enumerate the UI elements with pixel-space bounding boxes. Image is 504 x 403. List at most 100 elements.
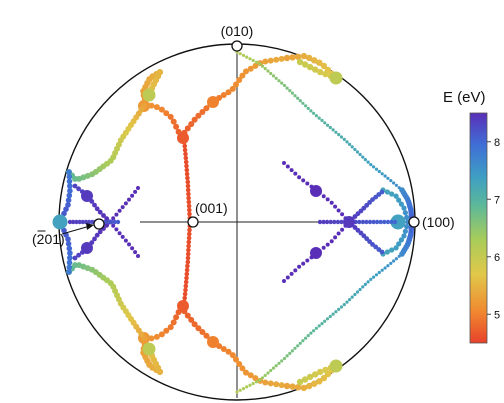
pointer-arrow <box>61 225 91 235</box>
trajectory-point <box>374 273 379 277</box>
trajectory-point <box>377 169 381 174</box>
trajectory-point <box>361 205 367 211</box>
trajectory-point <box>383 174 387 178</box>
trajectory-point <box>273 381 280 388</box>
trajectory-point <box>185 255 191 261</box>
trajectory-point <box>251 381 255 386</box>
trajectory-point <box>328 219 333 225</box>
colorbar-tick-label-8: 8 <box>494 137 500 149</box>
trajectory-point <box>348 142 352 146</box>
trajectory-point <box>320 374 328 382</box>
trajectory-point <box>247 372 254 379</box>
trajectory-point <box>321 219 326 225</box>
trajectory-point <box>74 219 79 225</box>
trajectory-point <box>304 104 308 108</box>
trajectory-point <box>97 209 103 215</box>
trajectory-point <box>184 163 189 169</box>
trajectory-point <box>389 179 393 183</box>
trajectory-point <box>389 247 395 253</box>
large-marker <box>52 214 68 230</box>
trajectory-point <box>296 378 304 386</box>
trajectory-point <box>404 224 410 230</box>
trajectory-point <box>293 346 297 350</box>
trajectory-point <box>357 219 362 225</box>
trajectory-point <box>285 275 290 280</box>
colorbar-tick-label-5: 5 <box>494 309 500 321</box>
trajectory-point <box>167 113 174 120</box>
trajectory-point <box>361 233 367 239</box>
large-marker <box>81 190 93 202</box>
trajectory-point <box>225 89 232 96</box>
trajectory-point <box>293 268 298 273</box>
trajectory-point <box>260 376 265 380</box>
colorbar-gradient <box>469 112 488 344</box>
trajectory-point <box>262 58 269 65</box>
trajectory-point <box>289 271 294 276</box>
trajectory-point <box>173 123 180 130</box>
trajectory-point <box>380 268 384 272</box>
trajectory-point <box>312 111 316 115</box>
trajectory-point <box>323 121 327 125</box>
trajectory-point <box>316 378 323 385</box>
trajectory-point <box>92 236 97 242</box>
trajectory-point <box>333 204 338 209</box>
trajectory-point <box>396 197 402 203</box>
trajectory-point <box>304 336 308 340</box>
trajectory-point <box>309 331 313 335</box>
trajectory-point <box>248 383 252 387</box>
large-marker <box>207 336 219 348</box>
trajectory-point <box>185 259 191 265</box>
pole-label-201: (201) <box>32 230 65 247</box>
trajectory-point <box>120 234 125 239</box>
trajectory-point <box>136 254 140 258</box>
trajectory-point <box>285 86 289 90</box>
trajectory-point <box>183 279 189 285</box>
trajectory-point <box>323 319 327 323</box>
trajectory-point <box>77 219 82 225</box>
trajectory-point <box>67 183 73 189</box>
large-marker <box>310 185 322 197</box>
trajectory-point <box>314 326 318 330</box>
trajectory-point <box>325 242 330 247</box>
colorbar-title: E (eV) <box>443 89 486 106</box>
trajectory-point <box>306 106 310 110</box>
trajectory-point <box>325 197 330 202</box>
trajectory-point <box>87 219 92 225</box>
trajectory-point <box>289 54 296 61</box>
trajectory-point <box>285 164 290 169</box>
trajectory-point <box>377 270 381 275</box>
trajectory-point <box>295 384 302 391</box>
pole-marker-001 <box>187 216 199 228</box>
trajectory-point <box>229 352 236 359</box>
trajectory-point <box>76 186 81 192</box>
pole-marker-100 <box>408 216 420 228</box>
trajectory-point <box>333 235 338 240</box>
trajectory-point <box>300 384 308 392</box>
pole-label-001: (001) <box>195 200 228 216</box>
trajectory-point <box>317 368 324 376</box>
trajectory-point <box>385 219 391 225</box>
trajectory-point <box>389 261 393 265</box>
trajectory-point <box>278 55 285 62</box>
trajectory-point <box>332 219 337 225</box>
trajectory-point <box>92 202 97 208</box>
trajectory-point <box>238 52 242 56</box>
trajectory-point <box>271 366 276 370</box>
trajectory-point <box>133 250 138 255</box>
trajectory-point <box>187 211 192 217</box>
trajectory-point <box>366 280 370 284</box>
trajectory-point <box>384 249 390 255</box>
trajectory-point <box>71 219 76 225</box>
trajectory-point <box>329 200 334 205</box>
trajectory-point <box>398 237 404 243</box>
trajectory-point <box>401 205 407 211</box>
trajectory-point <box>195 112 202 119</box>
large-marker <box>343 216 355 228</box>
trajectory-point <box>288 351 292 355</box>
trajectory-point <box>111 216 116 221</box>
trajectory-point <box>358 152 362 157</box>
trajectory-point <box>282 161 286 165</box>
trajectory-point <box>225 348 232 355</box>
trajectory-point <box>312 329 316 333</box>
trajectory-point <box>345 300 349 304</box>
